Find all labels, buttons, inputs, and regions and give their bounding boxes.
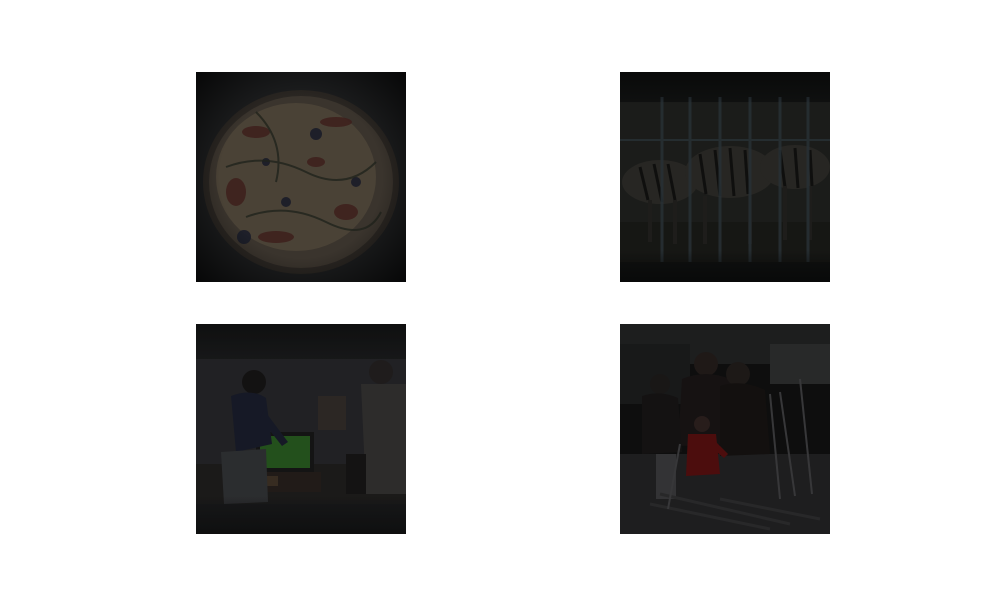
- zebras-photo: [620, 72, 830, 282]
- zebras-image: [620, 72, 830, 282]
- pizza-image: [196, 72, 406, 282]
- ski-family-image: [620, 324, 830, 534]
- video-game-photo: [196, 324, 406, 534]
- pizza-photo: [196, 72, 406, 282]
- ski-family-photo: [620, 324, 830, 534]
- video-game-image: [196, 324, 406, 534]
